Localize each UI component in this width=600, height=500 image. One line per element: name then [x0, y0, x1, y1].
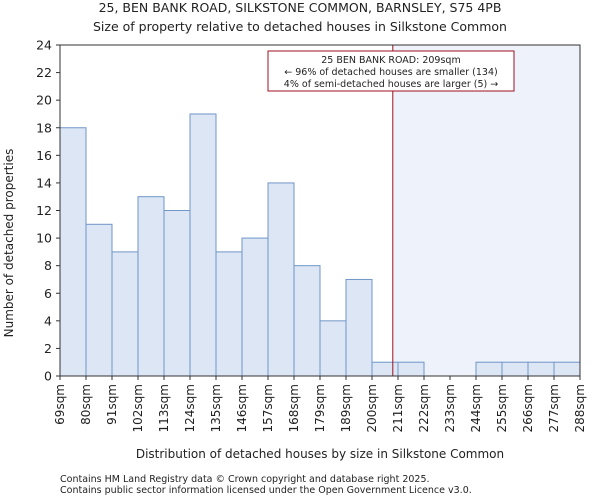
- shaded-region: [392, 45, 580, 376]
- x-tick-label: 80sqm: [79, 384, 93, 425]
- bar-124sqm: [189, 113, 217, 377]
- x-tick-label: 255sqm: [495, 384, 509, 432]
- y-tick-label: 4: [44, 313, 52, 328]
- x-tick-label: 200sqm: [365, 384, 379, 432]
- x-tick-label: 222sqm: [417, 384, 431, 432]
- y-tick-label: 0: [44, 369, 52, 384]
- bar-211sqm: [397, 361, 425, 377]
- x-axis-label: Distribution of detached houses by size …: [136, 447, 504, 461]
- x-tick-label: 211sqm: [391, 384, 405, 432]
- x-tick-label: 135sqm: [209, 384, 223, 432]
- footer-line-2: Contains public sector information licen…: [60, 485, 472, 496]
- bar-244sqm: [475, 361, 503, 377]
- x-tick-label: 233sqm: [443, 384, 457, 432]
- bar-255sqm: [501, 361, 529, 377]
- footer-line-1: Contains HM Land Registry data © Crown c…: [60, 474, 430, 485]
- annotation-line-3: 4% of semi-detached houses are larger (5…: [284, 79, 498, 90]
- x-tick-label: 244sqm: [469, 384, 483, 432]
- bar-179sqm: [319, 320, 347, 377]
- y-tick-label: 2: [44, 341, 52, 356]
- bar-189sqm: [345, 278, 373, 377]
- chart-subtitle: Size of property relative to detached ho…: [93, 19, 507, 34]
- chart-title: 25, BEN BANK ROAD, SILKSTONE COMMON, BAR…: [99, 0, 502, 15]
- y-tick-label: 8: [44, 258, 52, 273]
- x-tick-label: 266sqm: [521, 384, 535, 432]
- bar-113sqm: [163, 210, 191, 377]
- x-tick-label: 91sqm: [105, 384, 119, 425]
- x-tick-label: 124sqm: [183, 384, 197, 432]
- annotation-line-2: ← 96% of detached houses are smaller (13…: [284, 67, 497, 78]
- y-tick-label: 10: [36, 231, 52, 246]
- x-tick-label: 189sqm: [339, 384, 353, 432]
- bar-200sqm: [371, 361, 399, 377]
- annotation-line-1: 25 BEN BANK ROAD: 209sqm: [321, 55, 460, 66]
- annotation-border: [267, 50, 515, 92]
- x-tick-label: 157sqm: [261, 384, 275, 432]
- bar-157sqm: [267, 182, 295, 377]
- bar-135sqm: [215, 251, 243, 377]
- x-tick-label: 113sqm: [157, 384, 171, 432]
- y-tick-label: 14: [36, 175, 52, 190]
- bar-80sqm: [85, 223, 113, 377]
- y-tick-label: 16: [36, 148, 52, 163]
- annotation-box: 25 BEN BANK ROAD: 209sqm ← 96% of detach…: [267, 50, 515, 92]
- bar-69sqm: [59, 127, 87, 377]
- x-tick-label: 168sqm: [287, 384, 301, 432]
- bar-277sqm: [553, 361, 581, 377]
- bar-146sqm: [241, 237, 269, 377]
- x-tick-label: 277sqm: [547, 384, 561, 432]
- y-tick-label: 6: [44, 286, 52, 301]
- y-axis-label: Number of detached properties: [2, 149, 16, 338]
- y-tick-label: 24: [36, 38, 52, 53]
- x-tick-label: 102sqm: [131, 384, 145, 432]
- y-tick-label: 12: [36, 203, 52, 218]
- x-tick-label: 179sqm: [313, 384, 327, 432]
- x-tick-label: 69sqm: [53, 384, 67, 425]
- bar-168sqm: [293, 265, 321, 377]
- x-tick-label: 288sqm: [573, 384, 587, 432]
- y-tick-label: 20: [36, 93, 52, 108]
- x-tick-label: 146sqm: [235, 384, 249, 432]
- bar-266sqm: [527, 361, 555, 377]
- y-tick-label: 22: [36, 65, 52, 80]
- bar-91sqm: [111, 251, 139, 377]
- bar-102sqm: [137, 196, 165, 377]
- y-tick-label: 18: [36, 120, 52, 135]
